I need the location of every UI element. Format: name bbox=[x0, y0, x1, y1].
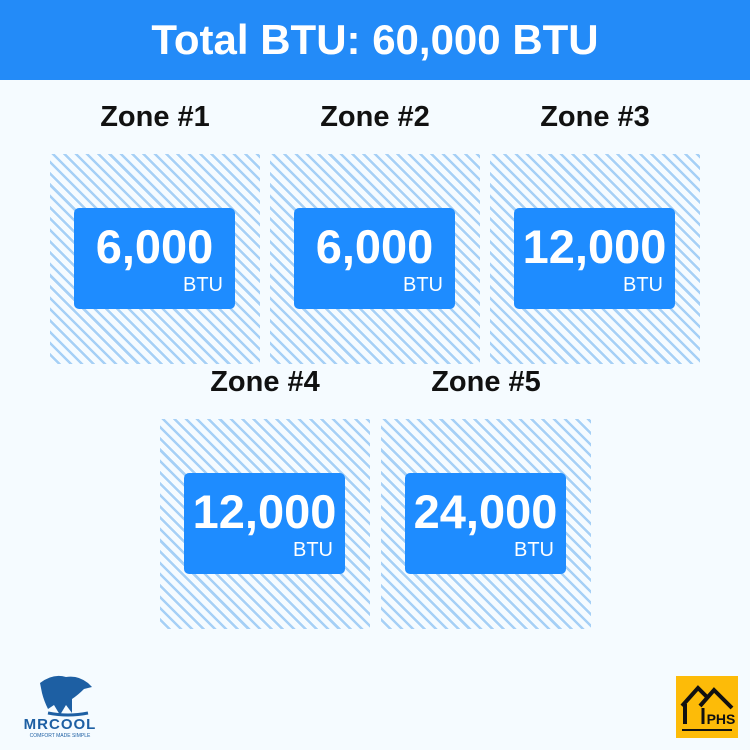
btu-unit: BTU bbox=[293, 539, 333, 561]
btu-unit: BTU bbox=[623, 274, 663, 296]
btu-box: 12,000 BTU bbox=[184, 473, 345, 574]
btu-box: 6,000 BTU bbox=[74, 208, 235, 309]
phs-logo: PHS bbox=[676, 676, 738, 738]
btu-unit: BTU bbox=[183, 274, 223, 296]
btu-box: 24,000 BTU bbox=[405, 473, 566, 574]
svg-text:PHS: PHS bbox=[707, 711, 736, 727]
btu-value: 6,000 bbox=[315, 220, 434, 273]
bear-icon: MRCOOL COMFORT MADE SIMPLE bbox=[24, 675, 97, 739]
btu-value: 12,000 bbox=[522, 220, 667, 273]
zone-2: Zone #2 6,000 BTU bbox=[270, 97, 480, 364]
zone-tile: 24,000 BTU bbox=[381, 419, 591, 629]
zone-title: Zone #3 bbox=[540, 101, 650, 133]
btu-value: 6,000 bbox=[95, 220, 214, 273]
zone-title: Zone #1 bbox=[100, 101, 210, 133]
page-title: Total BTU: 60,000 BTU bbox=[151, 16, 599, 63]
btu-value: 12,000 bbox=[192, 485, 337, 538]
header: Total BTU: 60,000 BTU bbox=[0, 0, 750, 80]
btu-box: 12,000 BTU bbox=[514, 208, 675, 309]
btu-box: 6,000 BTU bbox=[294, 208, 455, 309]
btu-unit: BTU bbox=[403, 274, 443, 296]
house-icon: PHS bbox=[680, 685, 736, 731]
btu-unit: BTU bbox=[514, 539, 554, 561]
zone-title: Zone #2 bbox=[320, 101, 430, 133]
zone-1: Zone #1 6,000 BTU bbox=[50, 97, 260, 364]
zone-tile: 6,000 BTU bbox=[270, 154, 480, 364]
btu-value: 24,000 bbox=[413, 485, 558, 538]
svg-text:COMFORT MADE SIMPLE: COMFORT MADE SIMPLE bbox=[30, 733, 91, 739]
zone-title: Zone #5 bbox=[431, 366, 541, 398]
zone-tile: 6,000 BTU bbox=[50, 154, 260, 364]
mrcool-logo: MRCOOL COMFORT MADE SIMPLE bbox=[8, 665, 113, 740]
zone-5: Zone #5 24,000 BTU bbox=[381, 362, 591, 629]
zone-3: Zone #3 12,000 BTU bbox=[490, 97, 700, 364]
zone-4: Zone #4 12,000 BTU bbox=[160, 362, 370, 629]
zone-tile: 12,000 BTU bbox=[490, 154, 700, 364]
zone-title: Zone #4 bbox=[210, 366, 320, 398]
svg-text:MRCOOL: MRCOOL bbox=[24, 716, 97, 733]
zone-tile: 12,000 BTU bbox=[160, 419, 370, 629]
